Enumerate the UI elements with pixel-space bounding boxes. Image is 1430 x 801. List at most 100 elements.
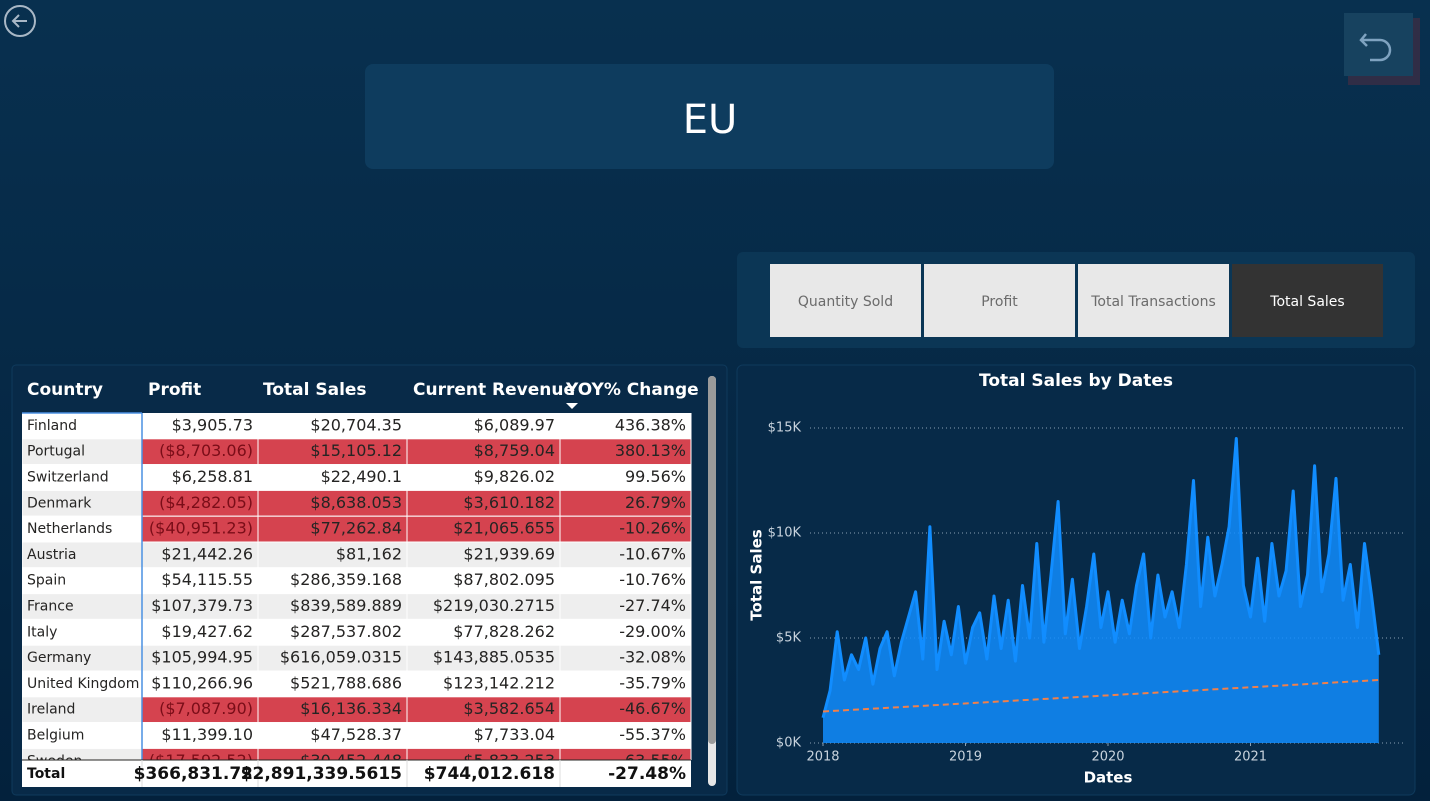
total-cell: $744,012.618 bbox=[424, 764, 555, 784]
cell-value: $81,162 bbox=[336, 544, 402, 563]
cell-value: $20,704.35 bbox=[310, 415, 402, 434]
cell-value: $6,258.81 bbox=[172, 467, 253, 486]
country-name: Netherlands bbox=[27, 521, 112, 537]
table-cell bbox=[559, 567, 692, 595]
table-cell bbox=[22, 722, 143, 749]
cell-value: $219,030.2715 bbox=[433, 596, 555, 615]
cell-value: $9,826.02 bbox=[474, 467, 555, 486]
country-name: Denmark bbox=[27, 495, 92, 511]
back-button[interactable] bbox=[4, 5, 36, 37]
cell-value: $286,359.168 bbox=[290, 570, 402, 589]
table-cell bbox=[257, 722, 408, 749]
y-tick-label: $5K bbox=[776, 631, 802, 646]
cell-value: -35.79% bbox=[619, 673, 686, 692]
table-cell bbox=[22, 593, 143, 620]
cell-value: ($17,592.52) bbox=[149, 751, 253, 770]
table-cell bbox=[22, 618, 143, 646]
slicer-button[interactable] bbox=[924, 264, 1075, 337]
country-name: Belgium bbox=[27, 728, 84, 744]
reset-button[interactable] bbox=[1344, 13, 1420, 85]
table-cell bbox=[559, 670, 692, 698]
cell-value: $77,262.84 bbox=[310, 519, 402, 538]
x-tick-label: 2019 bbox=[949, 750, 982, 765]
y-tick-label: $15K bbox=[768, 421, 802, 436]
x-tick-label: 2018 bbox=[806, 750, 839, 765]
table-cell bbox=[22, 747, 143, 760]
column-header[interactable]: Country bbox=[27, 380, 103, 400]
x-tick-label: 2021 bbox=[1234, 750, 1267, 765]
column-header[interactable]: Current Revenue bbox=[413, 380, 575, 400]
table-cell bbox=[257, 567, 408, 595]
table-cell bbox=[559, 747, 692, 760]
cell-value: $47,528.37 bbox=[310, 725, 402, 744]
country-name: Switzerland bbox=[27, 470, 109, 486]
y-tick-label: $0K bbox=[776, 736, 802, 751]
table-cell bbox=[257, 489, 408, 517]
cell-value: $287,537.802 bbox=[290, 622, 402, 641]
cell-value: $616,059.0315 bbox=[280, 648, 402, 667]
column-header[interactable]: YOY% Change bbox=[565, 380, 699, 400]
cell-value: 380.13% bbox=[615, 441, 686, 460]
table-cell bbox=[257, 696, 408, 724]
cell-value: -55.37% bbox=[619, 725, 686, 744]
y-axis-title: Total Sales bbox=[748, 529, 766, 620]
cell-value: -27.74% bbox=[619, 596, 686, 615]
cell-value: $21,939.69 bbox=[463, 544, 555, 563]
table-cell bbox=[22, 541, 143, 569]
cell-value: $123,142.212 bbox=[443, 673, 555, 692]
table-cell bbox=[141, 489, 259, 517]
total-cell: Total bbox=[27, 766, 65, 782]
slicer-button[interactable] bbox=[1078, 264, 1229, 337]
slicer-button[interactable] bbox=[1232, 264, 1383, 337]
cell-value: $54,115.55 bbox=[161, 570, 253, 589]
column-header[interactable]: Total Sales bbox=[263, 380, 367, 400]
slicer-button[interactable] bbox=[770, 264, 921, 337]
cell-value: $21,065.655 bbox=[453, 519, 555, 538]
cell-value: $105,994.95 bbox=[151, 648, 253, 667]
country-name: France bbox=[27, 599, 74, 615]
country-name: Spain bbox=[27, 573, 66, 589]
cell-value: -10.67% bbox=[619, 544, 686, 563]
table-cell bbox=[257, 644, 408, 672]
table-cell bbox=[22, 567, 143, 595]
cell-value: ($40,951.23) bbox=[149, 519, 253, 538]
cell-value: -63.55% bbox=[619, 751, 686, 770]
cell-value: $77,828.262 bbox=[453, 622, 555, 641]
cell-value: $30,452.448 bbox=[300, 751, 402, 770]
chart-title: Total Sales by Dates bbox=[979, 371, 1173, 391]
cell-value: $3,610.182 bbox=[463, 493, 555, 512]
table-cell bbox=[141, 696, 259, 724]
cell-value: 99.56% bbox=[625, 467, 686, 486]
cell-value: $21,442.26 bbox=[161, 544, 253, 563]
table-cell bbox=[559, 722, 692, 749]
table-cell bbox=[406, 489, 561, 517]
country-name: Italy bbox=[27, 624, 57, 640]
table-cell bbox=[257, 747, 408, 760]
column-header[interactable]: Profit bbox=[148, 380, 201, 400]
cell-value: $107,379.73 bbox=[151, 596, 253, 615]
cell-value: $22,490.1 bbox=[321, 467, 402, 486]
slicer-button-label[interactable]: Total Sales bbox=[1269, 294, 1344, 310]
slicer-button-label[interactable]: Total Transactions bbox=[1090, 294, 1216, 310]
table-cell bbox=[559, 696, 692, 724]
slicer-button-label[interactable]: Profit bbox=[981, 294, 1018, 310]
x-axis-title: Dates bbox=[1084, 769, 1133, 787]
table-cell bbox=[141, 593, 259, 620]
table-cell bbox=[141, 722, 259, 749]
slicer-button-label[interactable]: Quantity Sold bbox=[798, 294, 893, 310]
cell-value: ($8,703.06) bbox=[159, 441, 253, 460]
total-row bbox=[22, 760, 691, 787]
sales-line bbox=[821, 437, 1381, 719]
x-tick-label: 2020 bbox=[1091, 750, 1124, 765]
cell-value: $839,589.889 bbox=[290, 596, 402, 615]
cell-value: -32.08% bbox=[619, 648, 686, 667]
cell-value: $110,266.96 bbox=[151, 673, 253, 692]
country-name: United Kingdom bbox=[27, 676, 139, 692]
cell-value: $5,833.253 bbox=[463, 751, 555, 770]
cell-value: $15,105.12 bbox=[310, 441, 402, 460]
table-cell bbox=[141, 747, 259, 760]
cell-value: $11,399.10 bbox=[161, 725, 253, 744]
y-tick-label: $10K bbox=[768, 526, 802, 541]
scrollbar-thumb[interactable] bbox=[708, 376, 716, 744]
